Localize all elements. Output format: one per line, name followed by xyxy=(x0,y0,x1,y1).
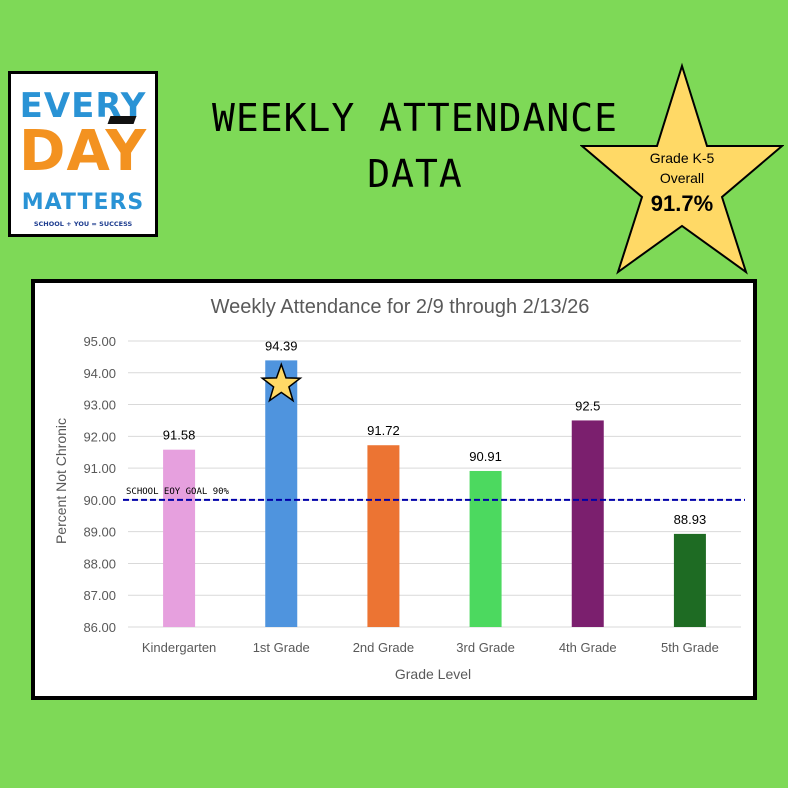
x-tick-label: Kindergarten xyxy=(142,640,216,655)
y-tick-label: 90.00 xyxy=(83,493,116,508)
chart-title: Weekly Attendance for 2/9 through 2/13/2… xyxy=(211,296,590,318)
y-tick-label: 89.00 xyxy=(83,525,116,540)
y-tick-label: 87.00 xyxy=(83,588,116,603)
overall-star-icon xyxy=(580,62,784,275)
bar-5th-grade xyxy=(673,533,706,627)
data-label: 88.93 xyxy=(674,512,707,527)
data-label: 92.5 xyxy=(575,398,600,413)
y-tick-label: 95.00 xyxy=(83,334,116,349)
attendance-chart: Weekly Attendance for 2/9 through 2/13/2… xyxy=(31,279,757,700)
x-axis-label: Grade Level xyxy=(395,666,471,682)
x-tick-label: 2nd Grade xyxy=(353,640,414,655)
y-axis-label: Percent Not Chronic xyxy=(53,418,69,544)
chart-svg: Weekly Attendance for 2/9 through 2/13/2… xyxy=(53,296,745,682)
bar-kindergarten xyxy=(163,449,196,627)
y-tick-label: 93.00 xyxy=(83,398,116,413)
x-tick-label: 4th Grade xyxy=(559,640,617,655)
page-title-line1: WEEKLY ATTENDANCE xyxy=(212,96,618,140)
logo-text-matters: MATTERS xyxy=(21,190,145,215)
page-title: WEEKLY ATTENDANCE DATA xyxy=(170,90,660,202)
data-label: 90.91 xyxy=(469,449,502,464)
bar-2nd-grade xyxy=(367,445,400,627)
goal-label: SCHOOL EOY GOAL 90% xyxy=(126,487,230,497)
badge-label-grade: Grade K-5 xyxy=(649,150,715,166)
highlight-star-icon xyxy=(260,362,303,403)
page-title-line2: DATA xyxy=(367,152,463,196)
x-tick-label: 3rd Grade xyxy=(456,640,515,655)
bar-4th-grade xyxy=(571,420,604,627)
data-label: 94.39 xyxy=(265,338,298,353)
bar-3rd-grade xyxy=(469,470,502,627)
logo-tagline: SCHOOL + YOU = SUCCESS xyxy=(33,220,133,228)
badge-value: 91.7% xyxy=(650,191,714,216)
x-tick-label: 5th Grade xyxy=(661,640,719,655)
badge-label-overall: Overall xyxy=(659,170,705,186)
y-tick-label: 88.00 xyxy=(83,556,116,571)
y-tick-label: 91.00 xyxy=(83,461,116,476)
y-tick-label: 86.00 xyxy=(83,620,116,635)
data-label: 91.72 xyxy=(367,423,400,438)
y-tick-label: 92.00 xyxy=(83,429,116,444)
logo-text-day: DAY xyxy=(18,119,147,184)
bar-1st-grade xyxy=(265,360,298,627)
x-tick-label: 1st Grade xyxy=(253,640,310,655)
y-tick-label: 94.00 xyxy=(83,366,116,381)
data-label: 91.58 xyxy=(163,428,196,443)
every-day-matters-logo: EVERY DAY MATTERS SCHOOL + YOU = SUCCESS xyxy=(8,71,158,237)
